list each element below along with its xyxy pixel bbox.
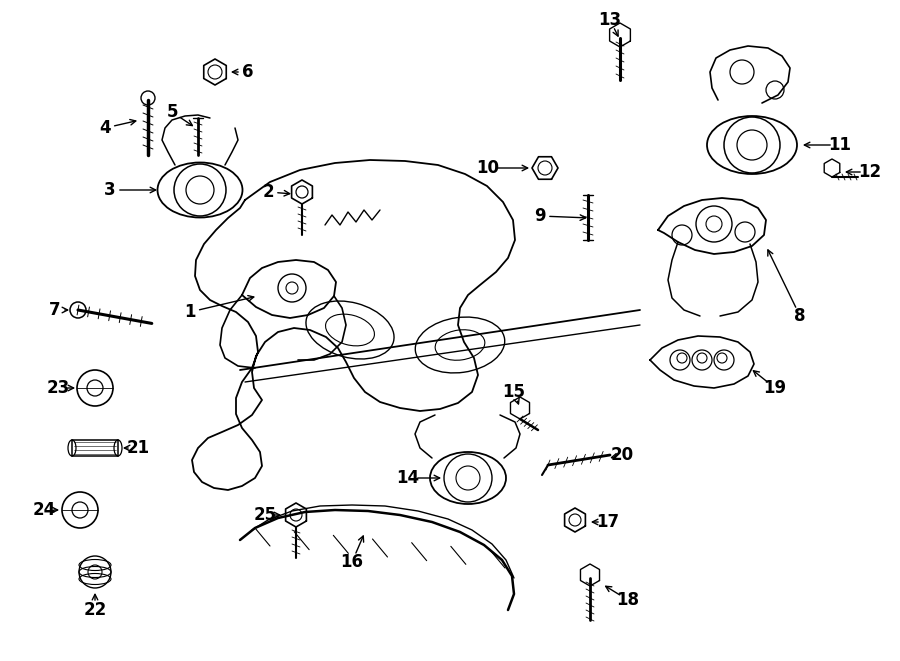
Text: 3: 3 xyxy=(104,181,116,199)
Text: 1: 1 xyxy=(184,303,196,321)
Text: 11: 11 xyxy=(829,136,851,154)
Text: 6: 6 xyxy=(242,63,254,81)
Text: 23: 23 xyxy=(47,379,69,397)
Text: 4: 4 xyxy=(99,119,111,137)
Text: 12: 12 xyxy=(859,163,882,181)
Text: 2: 2 xyxy=(262,183,274,201)
Text: 9: 9 xyxy=(535,207,545,225)
Text: 24: 24 xyxy=(32,501,56,519)
Text: 8: 8 xyxy=(794,307,806,325)
Text: 16: 16 xyxy=(340,553,364,571)
Text: 17: 17 xyxy=(597,513,619,531)
Text: 21: 21 xyxy=(126,439,149,457)
Text: 13: 13 xyxy=(598,11,622,29)
Text: 5: 5 xyxy=(166,103,178,121)
Text: 22: 22 xyxy=(84,601,106,619)
Text: 15: 15 xyxy=(502,383,526,401)
Text: 14: 14 xyxy=(396,469,419,487)
Text: 25: 25 xyxy=(254,506,276,524)
Text: 20: 20 xyxy=(610,446,634,464)
Text: 19: 19 xyxy=(763,379,787,397)
Text: 10: 10 xyxy=(476,159,500,177)
Text: 18: 18 xyxy=(616,591,640,609)
Text: 7: 7 xyxy=(50,301,61,319)
